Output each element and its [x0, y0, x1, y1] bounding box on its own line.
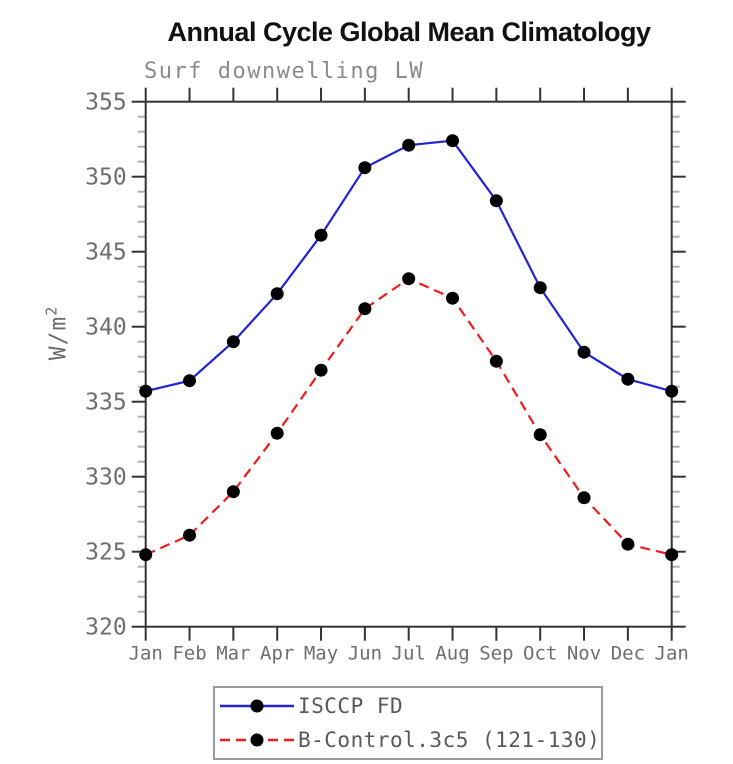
data-point-marker: [489, 354, 503, 368]
y-tick-label: 355: [85, 90, 127, 116]
data-point-marker: [270, 426, 284, 440]
x-tick-label: May: [304, 643, 338, 665]
legend: ISCCP FD B-Control.3c5 (121-130): [213, 686, 603, 760]
y-tick-label: 340: [85, 315, 127, 341]
legend-item-isccp: ISCCP FD: [215, 689, 601, 723]
data-point-marker: [226, 335, 240, 349]
y-tick-label: 320: [85, 615, 127, 641]
data-point-marker: [183, 528, 197, 542]
x-tick-label: Feb: [172, 643, 206, 665]
data-point-marker: [489, 194, 503, 208]
x-tick-label: Jan: [655, 643, 689, 665]
data-point-marker: [621, 537, 635, 551]
data-point-marker: [358, 302, 372, 316]
data-point-marker: [446, 134, 460, 148]
y-tick-label: 335: [85, 390, 127, 416]
y-tick-label: 325: [85, 540, 127, 566]
x-tick-label: Jan: [129, 643, 163, 665]
x-tick-label: Nov: [567, 643, 601, 665]
legend-item-bcontrol: B-Control.3c5 (121-130): [215, 723, 601, 757]
legend-label: B-Control.3c5 (121-130): [298, 728, 601, 752]
x-tick-label: Jul: [392, 643, 426, 665]
data-point-marker: [621, 372, 635, 386]
x-tick-label: Jun: [348, 643, 382, 665]
data-point-marker: [577, 345, 591, 359]
data-point-marker: [183, 374, 197, 388]
series-line-dashed: [145, 277, 672, 556]
data-point-marker: [402, 272, 416, 286]
data-point-marker: [226, 485, 240, 499]
x-tick-label: Dec: [611, 643, 645, 665]
data-point-marker: [533, 428, 547, 442]
legend-label: ISCCP FD: [298, 694, 404, 718]
y-tick-label: 350: [85, 165, 127, 191]
series-line-solid: [145, 139, 672, 393]
data-point-marker: [358, 161, 372, 175]
data-point-marker: [314, 228, 328, 242]
y-tick-label: 345: [85, 240, 127, 266]
data-point-marker: [665, 384, 679, 398]
x-tick-label: Mar: [216, 643, 250, 665]
x-tick-label: Apr: [260, 643, 294, 665]
data-point-marker: [533, 281, 547, 295]
x-tick-label: Aug: [435, 643, 469, 665]
x-tick-label: Sep: [479, 643, 513, 665]
chart-title: Annual Cycle Global Mean Climatology: [167, 17, 651, 47]
data-point-marker: [139, 548, 153, 562]
y-tick-label: 330: [85, 465, 127, 491]
data-point-marker: [270, 287, 284, 301]
data-point-marker: [314, 363, 328, 377]
legend-line-solid-icon: [220, 699, 294, 713]
x-tick-label: Oct: [523, 643, 557, 665]
data-point-marker: [402, 138, 416, 152]
data-point-marker: [577, 491, 591, 505]
legend-line-dashed-icon: [220, 733, 294, 747]
data-point-marker: [665, 548, 679, 562]
chart-subtitle: Surf downwelling LW: [144, 59, 425, 84]
data-point-marker: [446, 291, 460, 305]
data-point-marker: [139, 384, 153, 398]
